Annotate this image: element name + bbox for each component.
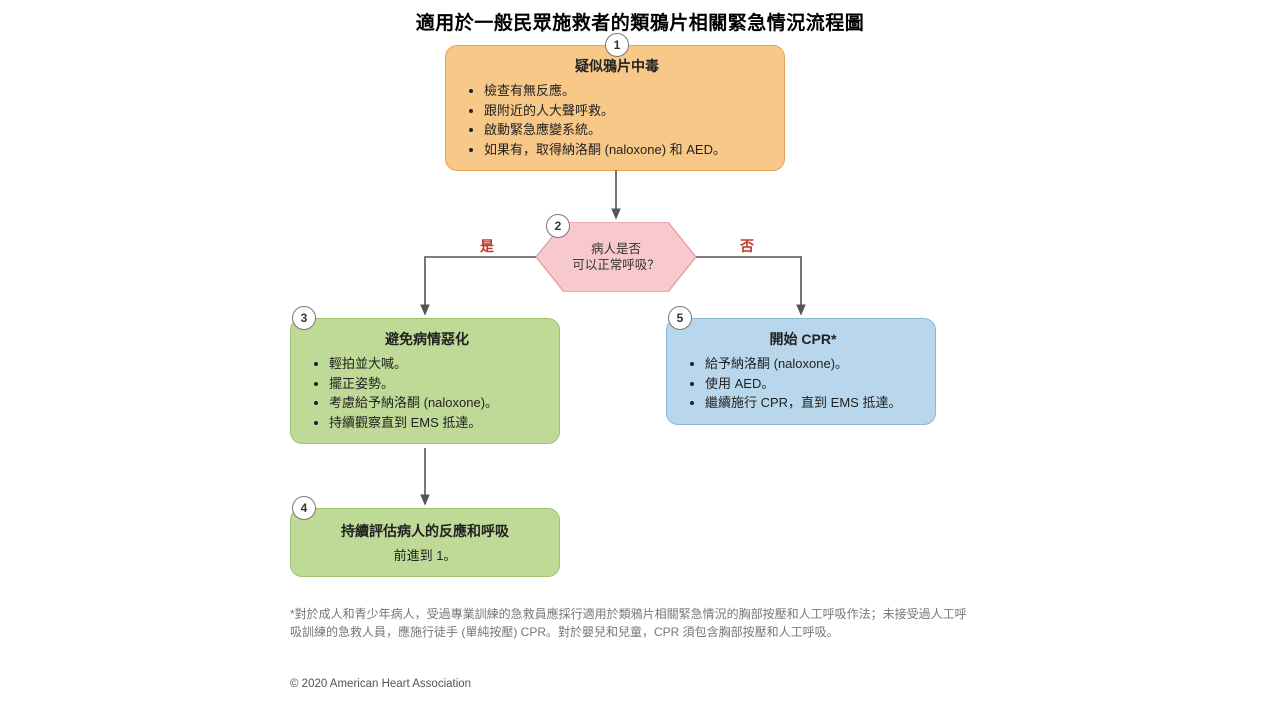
node-3-item: 擺正姿勢。 [329,375,543,393]
decision-line1: 病人是否 [591,241,641,257]
flowchart-node-3: 避免病情惡化 輕拍並大喊。 擺正姿勢。 考慮給予納洛酮 (naloxone)。 … [290,318,560,444]
node-3-list: 輕拍並大喊。 擺正姿勢。 考慮給予納洛酮 (naloxone)。 持續觀察直到 … [311,355,543,431]
node-4-title: 持續評估病人的反應和呼吸 [307,521,543,541]
node-5-item: 給予納洛酮 (naloxone)。 [705,355,919,373]
node-5-badge: 5 [668,306,692,330]
node-4-sub: 前進到 1。 [307,545,543,564]
node-3-item: 輕拍並大喊。 [329,355,543,373]
node-4-badge: 4 [292,496,316,520]
node-1-item: 如果有，取得納洛酮 (naloxone) 和 AED。 [484,141,768,159]
decision-line2: 可以正常呼吸？ [572,257,660,273]
node-1-badge: 1 [605,33,629,57]
flowchart-node-5: 開始 CPR* 給予納洛酮 (naloxone)。 使用 AED。 繼續施行 C… [666,318,936,425]
node-2-badge: 2 [546,214,570,238]
node-3-item: 持續觀察直到 EMS 抵達。 [329,414,543,432]
node-1-list: 檢查有無反應。 跟附近的人大聲呼救。 啟動緊急應變系統。 如果有，取得納洛酮 (… [466,82,768,158]
node-5-list: 給予納洛酮 (naloxone)。 使用 AED。 繼續施行 CPR，直到 EM… [687,355,919,412]
node-1-title: 疑似鴉片中毒 [466,56,768,76]
node-3-title: 避免病情惡化 [311,329,543,349]
node-3-badge: 3 [292,306,316,330]
node-3-item: 考慮給予納洛酮 (naloxone)。 [329,394,543,412]
node-5-item: 使用 AED。 [705,375,919,393]
flowchart-node-4: 持續評估病人的反應和呼吸 前進到 1。 [290,508,560,577]
branch-label-yes: 是 [480,236,494,256]
branch-label-no: 否 [740,236,754,256]
node-5-item: 繼續施行 CPR，直到 EMS 抵達。 [705,394,919,412]
node-1-item: 啟動緊急應變系統。 [484,121,768,139]
copyright-text: © 2020 American Heart Association [290,678,471,690]
node-1-item: 跟附近的人大聲呼救。 [484,102,768,120]
page-title: 適用於一般民眾施救者的類鴉片相關緊急情況流程圖 [0,8,1280,35]
footnote-text: *對於成人和青少年病人，受過專業訓練的急救員應採行適用於類鴉片相關緊急情況的胸部… [290,605,970,641]
flowchart-node-1: 疑似鴉片中毒 檢查有無反應。 跟附近的人大聲呼救。 啟動緊急應變系統。 如果有，… [445,45,785,171]
node-5-title: 開始 CPR* [687,329,919,349]
node-1-item: 檢查有無反應。 [484,82,768,100]
